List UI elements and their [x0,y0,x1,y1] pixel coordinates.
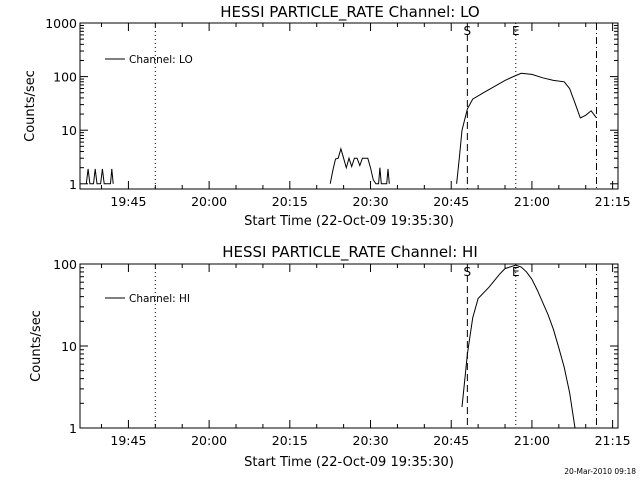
chart-title: HESSI PARTICLE_RATE Channel: LO [220,3,479,22]
marker-label: S [464,265,472,279]
y-tick-label: 1 [69,421,77,436]
x-tick-label: 19:45 [110,433,146,448]
x-tick-label: 20:30 [353,433,389,448]
series-lines [85,72,597,185]
marker-label: E [512,24,520,38]
marker-label: E [512,265,520,279]
series-line [456,72,597,184]
y-axis-label: Counts/sec [23,70,38,142]
print-timestamp: 20-Mar-2010 09:18 [564,467,636,476]
x-tick-label: 21:15 [595,433,631,448]
plot-frame [79,22,619,190]
y-tick-label: 1000 [45,16,77,31]
axis-ticks: 19:45 20:00 20:15 20:30 20:45 21:00 21:15 1 10 10… [45,16,630,209]
chart-panel-lo: HESSI PARTICLE_RATE Channel: LO Counts/s… [23,3,631,229]
x-tick-label: 21:00 [514,194,550,209]
series-line [85,168,114,185]
chart-panel-hi: HESSI PARTICLE_RATE Channel: HI Counts/s… [29,243,631,470]
x-tick-label: 20:45 [433,194,469,209]
x-axis-label: Start Time (22-Oct-09 19:35:30) [244,214,454,229]
y-axis-label: Counts/sec [29,310,44,382]
series-lines [461,264,576,429]
x-tick-label: 20:30 [353,194,389,209]
x-tick-label: 20:15 [272,433,308,448]
x-tick-label: 21:15 [595,194,631,209]
y-tick-label: 10 [61,123,77,138]
x-tick-label: 21:00 [514,433,550,448]
chart-title: HESSI PARTICLE_RATE Channel: HI [222,243,478,262]
x-tick-label: 19:45 [110,194,146,209]
series-line [461,264,576,429]
x-tick-label: 20:15 [272,194,308,209]
x-axis-label: Start Time (22-Oct-09 19:35:30) [244,455,454,470]
marker-label: S [464,24,472,38]
axis-ticks: 19:45 20:00 20:15 20:30 20:45 21:00 21:15 1 10 10… [53,257,630,448]
y-tick-label: 100 [53,257,77,272]
x-tick-label: 20:00 [191,433,227,448]
y-tick-label: 10 [61,339,77,354]
x-tick-label: 20:45 [433,433,469,448]
y-tick-label: 100 [53,70,77,85]
y-tick-label: 1 [69,177,77,192]
legend: Channel: HI [105,293,190,305]
legend: Channel: LO [105,54,193,66]
legend-label: Channel: HI [129,293,190,305]
x-tick-label: 20:00 [191,194,227,209]
legend-label: Channel: LO [129,54,193,66]
series-line [329,146,390,185]
